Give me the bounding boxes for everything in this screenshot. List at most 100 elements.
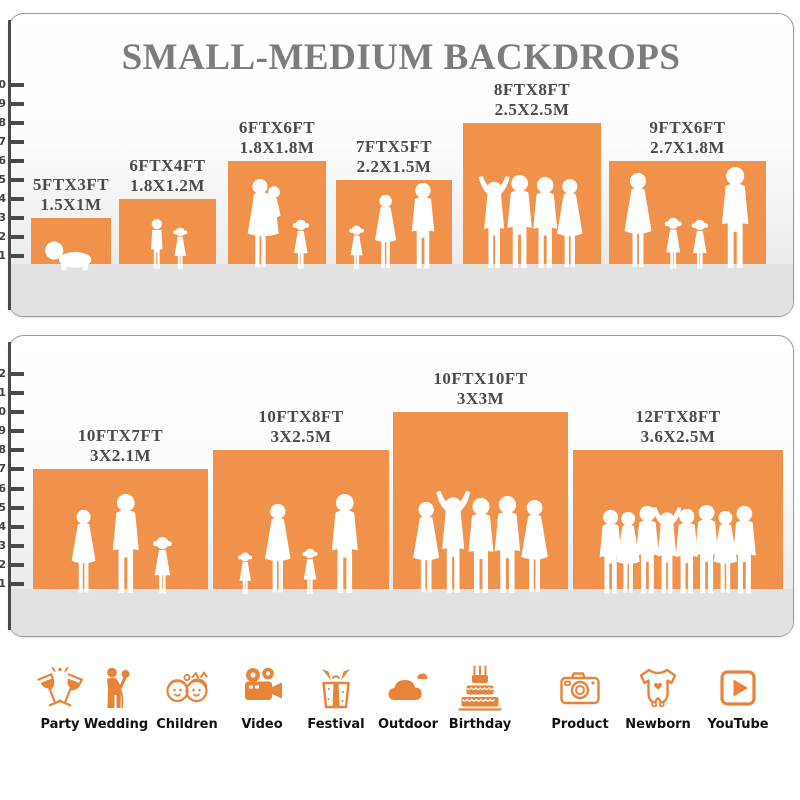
backdrop-size-label: 6FTX6FT 1.8X1.8M xyxy=(239,118,315,158)
girl-silhouette xyxy=(290,218,312,272)
backdrop-size-label: 9FTX6FT 2.7X1.8M xyxy=(649,118,725,158)
size-meters: 3X3M xyxy=(456,389,505,409)
backdrop-bar-5ftx3ft xyxy=(31,218,111,264)
y-axis-tick-label: 2 xyxy=(0,230,6,243)
backdrop-bar-10ftx10ft xyxy=(393,412,568,589)
y-axis-tick xyxy=(10,140,24,144)
man-silhouette xyxy=(105,493,147,597)
panel-small-medium-top: SMALL-MEDIUM BACKDROPS 1 2 3 4 5 6 7 8 9 10 5FTX3… xyxy=(0,13,794,317)
size-meters: 3X2.1M xyxy=(89,446,152,466)
y-axis-tick xyxy=(10,197,24,201)
y-axis-tick-label: 11 xyxy=(0,386,6,399)
y-axis-tick xyxy=(10,505,24,510)
youtube-icon xyxy=(714,664,762,712)
size-feet: 10FTX10FT xyxy=(433,369,528,389)
y-axis-tick-label: 9 xyxy=(0,424,6,438)
y-axis-tick-label: 2 xyxy=(0,557,6,571)
size-feet: 8FTX8FT xyxy=(493,80,571,99)
y-axis-tick-label: 6 xyxy=(0,481,6,495)
legend-item-newborn: Newborn xyxy=(615,664,701,732)
backdrop-size-label: 12FTX8FT 3.6X2.5M xyxy=(635,407,720,447)
y-axis-tick xyxy=(10,410,24,415)
backdrop-size-label: 8FTX8FT 2.5X2.5M xyxy=(494,80,570,120)
legend-label: Children xyxy=(156,717,218,732)
y-axis-tick-label: 12 xyxy=(0,366,6,380)
backdrop-size-label: 10FTX10FT 3X3M xyxy=(433,369,527,409)
people-silhouettes xyxy=(35,236,107,272)
y-axis-tick xyxy=(10,582,24,586)
woman-silhouette xyxy=(370,194,401,272)
legend-label: Party xyxy=(40,717,80,732)
y-axis-tick-label: 3 xyxy=(0,538,6,552)
y-axis-tick-label: 4 xyxy=(0,192,6,205)
backdrop-bar-9ftx6ft xyxy=(609,161,766,264)
y-axis-tick xyxy=(10,178,24,182)
size-feet: 6FTX4FT xyxy=(129,156,206,175)
people-silhouettes xyxy=(340,182,448,272)
y-axis-tick xyxy=(10,159,24,163)
y-axis-tick xyxy=(10,486,24,491)
woman-silhouette xyxy=(66,509,101,597)
birthday-icon xyxy=(456,664,504,712)
backdrop-bar-8ftx8ft xyxy=(463,123,601,264)
y-axis-tick-label: 5 xyxy=(0,500,6,514)
legend-item-wedding: Wedding xyxy=(73,664,159,732)
people-silhouettes xyxy=(37,493,204,597)
y-axis-tick xyxy=(10,467,24,472)
backdrop-size-label: 6FTX4FT 1.8X1.2M xyxy=(129,156,205,196)
floor xyxy=(9,264,793,316)
y-axis-tick xyxy=(10,429,24,434)
y-axis-tick-label: 4 xyxy=(0,519,6,533)
size-feet: 10FTX8FT xyxy=(258,407,344,427)
girl-silhouette xyxy=(662,216,684,272)
y-axis-tick-label: 8 xyxy=(0,116,6,129)
backdrop-size-label: 10FTX8FT 3X2.5M xyxy=(258,407,343,447)
size-feet: 7FTX5FT xyxy=(355,137,433,156)
backdrop-size-label: 10FTX7FT 3X2.1M xyxy=(78,426,163,466)
girl-silhouette xyxy=(300,547,320,597)
y-axis-tick-label: 7 xyxy=(0,462,6,476)
legend-label: YouTube xyxy=(707,717,769,732)
backdrop-bar-10ftx8ft xyxy=(213,450,389,589)
girl-silhouette xyxy=(689,218,711,272)
video-icon xyxy=(238,664,286,712)
legend-label: Video xyxy=(241,717,283,732)
legend-item-children: Children xyxy=(144,664,230,732)
size-meters: 2.5X2.5M xyxy=(494,100,570,119)
man-silhouette xyxy=(405,182,441,272)
legend-label: Wedding xyxy=(83,717,149,732)
baby-silhouette xyxy=(42,236,100,272)
backdrop-bar-7ftx5ft xyxy=(336,180,452,264)
size-feet: 5FTX3FT xyxy=(32,175,110,194)
size-meters: 1.8X1.2M xyxy=(130,176,205,195)
size-feet: 10FTX7FT xyxy=(77,426,164,446)
y-axis-tick xyxy=(10,391,24,395)
size-meters: 1.8X1.8M xyxy=(239,138,315,157)
y-axis-tick-label: 7 xyxy=(0,135,6,148)
boy-silhouette xyxy=(146,218,168,272)
legend-item-youtube: YouTube xyxy=(695,664,781,732)
panel-small-medium-bottom: 123456789101112 10FTX7FT3X2.1M10FTX8FT3X… xyxy=(0,335,794,637)
people-silhouettes xyxy=(217,493,385,597)
y-axis-tick xyxy=(10,448,24,453)
children-icon xyxy=(163,664,211,712)
size-meters: 2.2X1.5M xyxy=(356,157,432,176)
legend-label: Birthday xyxy=(448,717,512,732)
legend-item-party: Party xyxy=(17,664,103,732)
wedding-icon xyxy=(92,664,140,712)
girl-silhouette xyxy=(150,535,175,597)
man-silhouette xyxy=(324,493,366,597)
size-feet: 6FTX6FT xyxy=(238,118,316,137)
girl-silhouette xyxy=(347,224,366,272)
people-silhouettes xyxy=(577,504,779,597)
y-axis-tick-label: 8 xyxy=(0,443,6,457)
page-title: SMALL-MEDIUM BACKDROPS xyxy=(121,37,681,78)
y-axis-tick xyxy=(10,254,24,258)
y-axis-tick-label: 10 xyxy=(0,405,6,419)
festival-icon xyxy=(312,664,360,712)
legend-label: Outdoor xyxy=(377,717,439,732)
woman-silhouette xyxy=(618,172,658,272)
y-axis-tick xyxy=(10,216,24,220)
legend-label: Festival xyxy=(307,717,365,732)
